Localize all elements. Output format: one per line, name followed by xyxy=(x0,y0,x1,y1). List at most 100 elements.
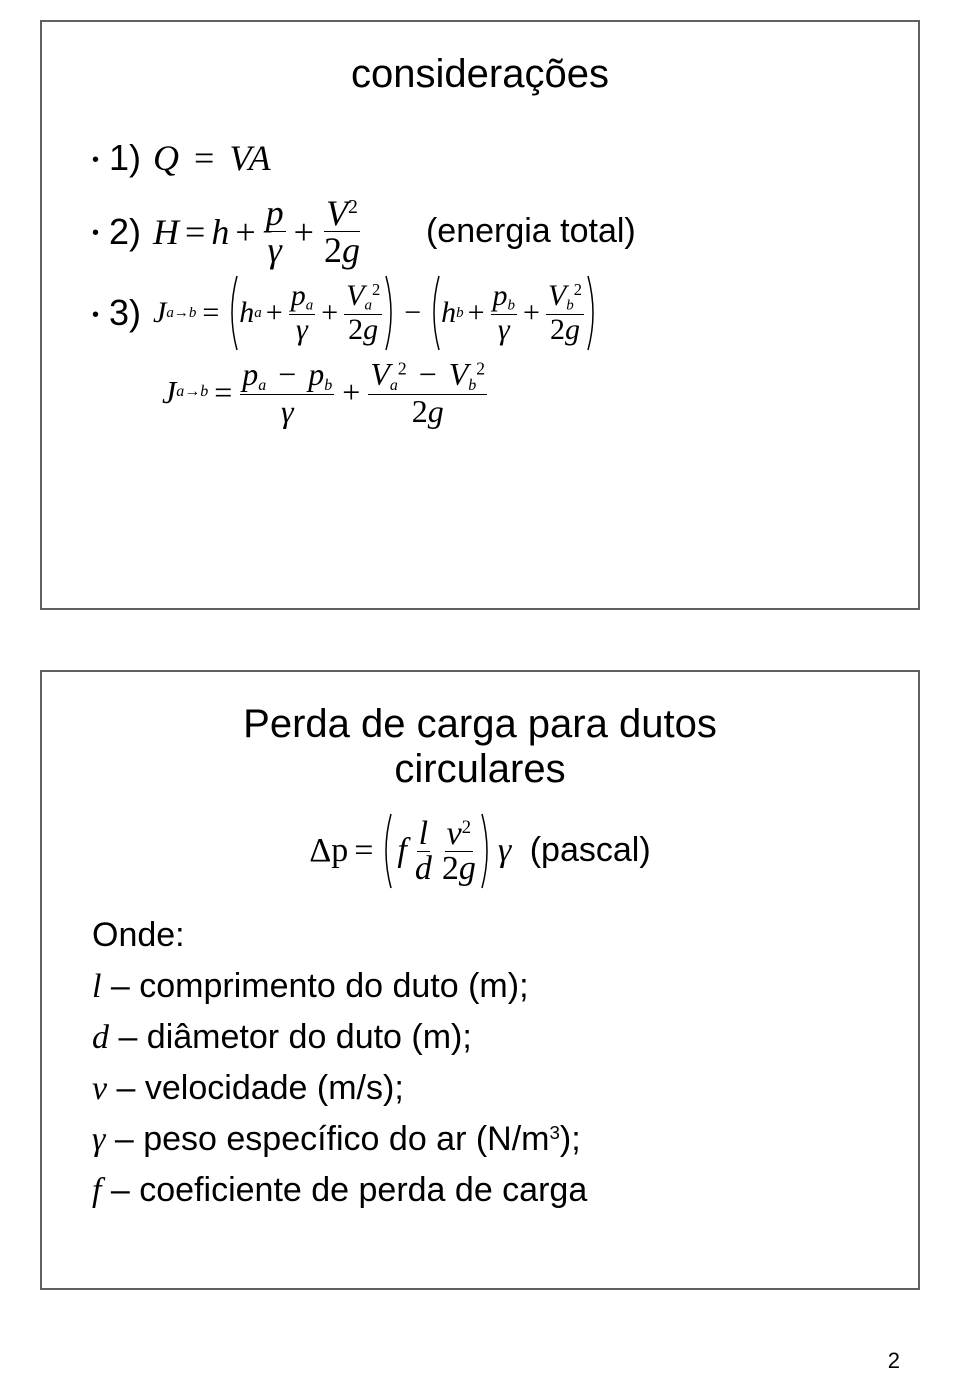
Vb2-sup: 2 xyxy=(476,358,485,378)
p3a1: + xyxy=(266,296,283,330)
two-a: 2 xyxy=(324,230,342,270)
bullet-3: •3) xyxy=(92,292,141,334)
pa2: p xyxy=(242,356,258,392)
Va: V xyxy=(346,279,364,312)
onde-label: Onde: xyxy=(92,910,868,961)
sup-v2: 2 xyxy=(462,816,471,837)
den-g2: γ xyxy=(496,315,512,345)
def-d: d – diâmetor do duto (m); xyxy=(92,1012,868,1063)
def-l: l – comprimento do duto (m); xyxy=(92,961,868,1012)
num-Va2: Va2 xyxy=(344,281,382,315)
def-d-txt: – diâmetor do duto (m); xyxy=(109,1018,472,1056)
sub-ab2: a→b xyxy=(176,383,208,401)
sym-plus2b: + xyxy=(294,211,314,253)
minus3a: − xyxy=(404,296,421,330)
eq-dp: Δp = f l d v2 2g γ xyxy=(309,812,515,890)
sym-J1: J xyxy=(153,296,166,330)
frac-p-gamma: p γ xyxy=(264,195,286,268)
eq-q-va: Q = VA xyxy=(153,137,271,179)
p3a4: + xyxy=(523,296,540,330)
frac-V2-2g: V2 2g xyxy=(322,195,362,268)
pa-sub: a xyxy=(306,298,314,314)
eq-H: H = h + p γ + V2 2g xyxy=(153,195,364,268)
lparen-a xyxy=(225,274,239,352)
sub-ab1: a→b xyxy=(166,305,196,322)
def-f-txt: – coeficiente de perda de carga xyxy=(101,1171,587,1209)
minus-V: − xyxy=(419,356,437,392)
def-gamma: γ – peso específico do ar (N/m3); xyxy=(92,1114,868,1165)
frac-Vb2-2g: Vb2 2g xyxy=(546,281,584,345)
hb: h xyxy=(441,296,456,330)
den-2g-2: 2g xyxy=(548,315,582,345)
g3: g xyxy=(428,393,444,429)
den-2g-3: 2g xyxy=(410,395,446,427)
sym-H: H xyxy=(153,211,179,253)
bullet-1: •1) xyxy=(92,137,141,179)
num-pb: pb xyxy=(491,281,518,315)
def-gamma-sym: γ xyxy=(92,1121,105,1158)
note-energia: (energia total) xyxy=(426,212,636,251)
g1: g xyxy=(363,313,378,346)
slide2-title: Perda de carga para dutos circulares xyxy=(92,702,868,792)
pb2-sub: b xyxy=(324,377,332,394)
sym-VA: VA xyxy=(229,138,270,178)
Vb-sub: b xyxy=(566,298,574,314)
plus3b: + xyxy=(342,374,360,411)
Va2: V xyxy=(370,356,390,392)
frac-papb-g: pa − pb γ xyxy=(240,358,334,427)
num-pa: pa xyxy=(289,281,316,315)
two3: 2 xyxy=(412,393,428,429)
frac-pb-g: pb γ xyxy=(491,281,518,345)
Va2-sub: a xyxy=(390,377,398,394)
num-v2: v2 xyxy=(445,817,473,852)
num-V2: V2 xyxy=(324,195,360,232)
lparen-dp xyxy=(379,812,393,890)
def-v: v – velocidade (m/s); xyxy=(92,1063,868,1114)
g-dp: g xyxy=(459,850,476,887)
num-l: l xyxy=(417,817,430,852)
sym-Q: Q xyxy=(153,138,179,178)
slide1-row2: •2) H = h + p γ + V2 2g (energia total) xyxy=(92,195,868,268)
rparen-dp xyxy=(480,812,494,890)
den-2g-1: 2g xyxy=(346,315,380,345)
bullet-2-label: 2) xyxy=(109,211,141,252)
sym-plus2a: + xyxy=(235,211,255,253)
num-papb: pa − pb xyxy=(240,358,334,395)
sym-J2: J xyxy=(162,374,176,411)
g-a: g xyxy=(342,230,360,270)
Va-sup: 2 xyxy=(372,280,380,299)
pb: p xyxy=(493,279,508,312)
frac-Va2Vb2-2g: Va2 − Vb2 2g xyxy=(368,358,487,427)
frac-v2-2g: v2 2g xyxy=(440,817,478,886)
slide-2: Perda de carga para dutos circulares Δp … xyxy=(40,670,920,1290)
Va-sub: a xyxy=(364,298,372,314)
def-gamma-exp: 3 xyxy=(550,1122,560,1143)
sym-eq2: = xyxy=(185,211,205,253)
eq-Jab-line2: Ja→b = pa − pb γ + Va2 − Vb2 xyxy=(162,358,489,427)
den-g3: γ xyxy=(279,395,296,427)
num-p: p xyxy=(264,195,286,232)
lparen-b xyxy=(427,274,441,352)
eq-Jab-line1: Ja→b = ha + pa γ + Va2 2g xyxy=(153,274,600,352)
slide2-eq-row: Δp = f l d v2 2g γ (pascal) xyxy=(92,812,868,890)
slide2-title-line2: circulares xyxy=(92,747,868,792)
sup-2a: 2 xyxy=(348,196,358,218)
pb-sub: b xyxy=(508,298,516,314)
minus-p: − xyxy=(278,356,296,392)
p3a3: + xyxy=(468,296,485,330)
def-l-txt: – comprimento do duto (m); xyxy=(101,967,528,1005)
slide1-row3a: •3) Ja→b = ha + pa γ + Va2 2g xyxy=(92,274,868,352)
g2: g xyxy=(565,313,580,346)
def-v-txt: – velocidade (m/s); xyxy=(107,1069,404,1107)
bullet-2: •2) xyxy=(92,211,141,253)
slide2-definitions: Onde: l – comprimento do duto (m); d – d… xyxy=(92,910,868,1216)
slide1-row1: •1) Q = VA xyxy=(92,127,868,189)
def-d-sym: d xyxy=(92,1019,109,1056)
def-f: f – coeficiente de perda de carga xyxy=(92,1165,868,1216)
den-2g-dp: 2g xyxy=(440,852,478,886)
sym-dp: Δp xyxy=(309,832,348,870)
slide1-title: considerações xyxy=(92,52,868,97)
slide1-row3b: Ja→b = pa − pb γ + Va2 − Vb2 xyxy=(162,358,868,427)
two1: 2 xyxy=(348,313,363,346)
sym-eq1: = xyxy=(194,138,214,178)
